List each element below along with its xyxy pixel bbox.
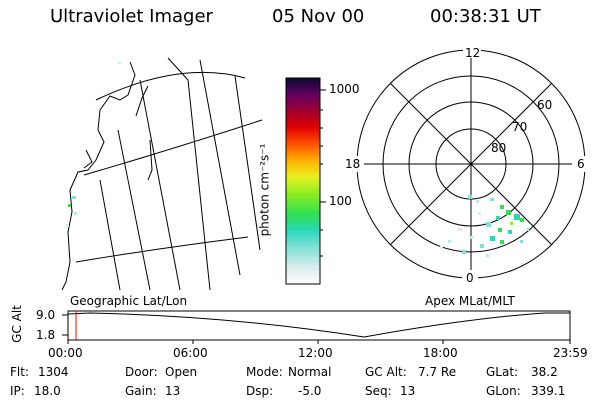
timeline-xtick-1200: 12:00 <box>298 346 333 360</box>
color-bar <box>285 77 321 285</box>
info-seq-label: Seq: <box>365 384 392 398</box>
colorbar-label: photon cm⁻²s⁻¹ <box>257 143 272 237</box>
apex-label: Apex MLat/MLT <box>425 294 515 308</box>
info-glat-value: 38.2 <box>531 365 558 379</box>
app-title: Ultraviolet Imager <box>50 6 213 27</box>
info-ip-value: 18.0 <box>34 384 61 398</box>
timeline-xtick-0600: 06:00 <box>173 346 208 360</box>
info-gcalt-value: 7.7 Re <box>418 365 457 379</box>
mlat-label-80: 80 <box>491 141 507 155</box>
info-gcalt-label: GC Alt: <box>365 365 407 379</box>
colorbar-tick-100: 100 <box>329 194 352 208</box>
info-flt-label: Flt: <box>10 365 29 379</box>
info-door-label: Door: <box>125 365 158 379</box>
mlt-label-18: 18 <box>345 157 361 171</box>
header-time: 00:38:31 UT <box>430 6 541 27</box>
altitude-curve <box>67 312 570 338</box>
polar-plot <box>356 49 586 279</box>
info-ip-label: IP: <box>10 384 25 398</box>
timeline-ytick-high: 9.0 <box>36 308 56 322</box>
info-dsp-label: Dsp: <box>246 384 274 398</box>
info-dsp-value: -5.0 <box>298 384 322 398</box>
header-date: 05 Nov 00 <box>272 6 365 27</box>
mlat-label-70: 70 <box>512 120 528 134</box>
colorbar-tick-1000: 1000 <box>329 82 360 96</box>
info-gain-label: Gain: <box>125 384 157 398</box>
timeline-ytick-low: 1.8 <box>36 328 56 342</box>
info-glat-label: GLat: <box>486 365 519 379</box>
info-seq-value: 13 <box>400 384 416 398</box>
info-glon-label: GLon: <box>486 384 521 398</box>
map-emission <box>66 62 121 227</box>
mlt-label-12: 12 <box>465 46 481 60</box>
mlat-label-60: 60 <box>537 98 553 112</box>
timeline-xtick-0000: 00:00 <box>48 346 83 360</box>
geographic-map <box>61 57 263 291</box>
info-glon-value: 339.1 <box>531 384 566 398</box>
info-flt-value: 1304 <box>38 365 69 379</box>
info-gain-value: 13 <box>165 384 181 398</box>
mlt-label-0: 0 <box>466 271 474 285</box>
timeline-xtick-1800: 18:00 <box>423 346 458 360</box>
polar-emission <box>440 195 529 257</box>
info-mode-value: Normal <box>288 365 332 379</box>
timeline-xtick-2359: 23:59 <box>553 346 588 360</box>
mlt-label-6: 6 <box>577 157 585 171</box>
geographic-label: Geographic Lat/Lon <box>70 294 188 308</box>
timeline-panel <box>67 310 571 341</box>
timeline-ylabel: GC Alt <box>9 305 24 343</box>
info-door-value: Open <box>165 365 198 379</box>
info-mode-label: Mode: <box>246 365 283 379</box>
